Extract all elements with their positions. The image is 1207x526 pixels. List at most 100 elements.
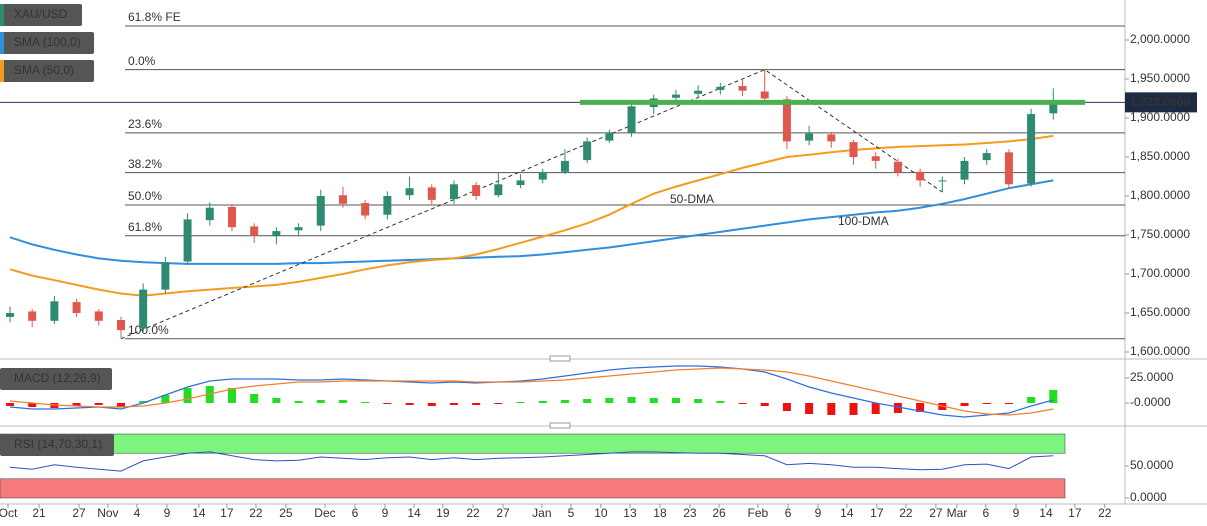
candle-body: [472, 185, 481, 197]
sma-line: [9, 179, 1054, 265]
y-tick-label: 1,750.0000: [1130, 227, 1190, 241]
macd-bar: [760, 403, 769, 406]
macd-bar: [1027, 397, 1036, 403]
macd-bar: [871, 403, 880, 414]
fib-label: 100.0%: [128, 323, 169, 337]
candle-body: [494, 184, 503, 196]
y-tick-label: 2,000.0000: [1130, 32, 1190, 46]
macd-bar: [361, 402, 370, 403]
y-tick-label: 1,700.0000: [1130, 266, 1190, 280]
candle-body: [383, 196, 392, 215]
macd-line: [9, 365, 1054, 418]
y-tick-label: 1,650.0000: [1130, 305, 1190, 319]
x-tick-label: Jan: [532, 506, 551, 520]
legend-label: SMA (50,0): [14, 63, 74, 77]
candle-body: [716, 86, 725, 90]
fib-label: 0.0%: [128, 54, 156, 68]
candle-body: [605, 133, 614, 141]
x-tick-label: 9: [164, 506, 171, 520]
candle-body: [294, 227, 303, 231]
x-tick-label: 14: [192, 506, 206, 520]
candle-body: [338, 195, 347, 204]
x-tick-label: 9: [382, 506, 389, 520]
legend-box: [0, 434, 114, 456]
candle-body: [694, 90, 703, 94]
candle-body: [871, 156, 880, 161]
macd-bar: [161, 395, 170, 403]
macd-bar: [183, 388, 192, 403]
y-tick-label: 50.0000: [1130, 458, 1174, 472]
candle-body: [139, 289, 148, 329]
candle-body: [183, 219, 192, 262]
x-tick-label: 22: [899, 506, 913, 520]
legend-swatch: [0, 4, 4, 26]
candle-body: [1027, 114, 1036, 184]
macd-bar: [716, 401, 725, 403]
candle-body: [1049, 102, 1058, 114]
macd-bar: [5, 403, 14, 406]
x-tick-label: 10: [594, 506, 608, 520]
candle-body: [227, 206, 236, 228]
trend-line: [120, 69, 943, 340]
x-tick-label: 19: [436, 506, 450, 520]
macd-bar: [627, 397, 636, 403]
last-price-box: [1125, 92, 1197, 113]
candle-body: [538, 172, 547, 180]
candle-body: [671, 94, 680, 98]
y-tick-label: 1,800.0000: [1130, 188, 1190, 202]
candle-body: [205, 207, 214, 221]
macd-bar: [250, 394, 259, 403]
candle-body: [982, 153, 991, 161]
candle-body: [405, 188, 414, 196]
legend-swatch: [0, 32, 4, 54]
y-tick-label: 1,850.0000: [1130, 149, 1190, 163]
rsi-band: [0, 433, 1066, 454]
candle-body: [849, 142, 858, 158]
candle-body: [250, 226, 259, 236]
rsi-band: [0, 478, 1066, 499]
legend-label: MACD (12,26,9): [14, 371, 101, 385]
macd-bar: [116, 403, 125, 407]
macd-bar: [583, 399, 592, 403]
macd-bar: [516, 402, 525, 403]
macd-bar: [916, 403, 925, 412]
y-tick-label: 1,900.0000: [1130, 110, 1190, 124]
x-tick-label: 22: [249, 506, 263, 520]
candle-body: [627, 106, 636, 133]
panel-handle[interactable]: [549, 422, 571, 429]
x-tick-label: 6: [785, 506, 792, 520]
x-tick-label: Oct: [0, 506, 18, 520]
macd-bar: [782, 403, 791, 411]
candle-body: [72, 302, 81, 313]
x-tick-label: 5: [568, 506, 575, 520]
x-tick-label: Nov: [97, 506, 118, 520]
candle-body: [116, 320, 125, 331]
macd-bar: [94, 403, 103, 405]
last-price-label: 1,920.0600: [1130, 95, 1190, 109]
fib-label: 61.8%: [128, 220, 162, 234]
candle-body: [94, 311, 103, 321]
macd-bar: [694, 399, 703, 403]
legend-box: [0, 60, 94, 82]
x-tick-label: 22: [466, 506, 480, 520]
sma50-annotation: 50-DMA: [670, 192, 714, 206]
x-tick-label: 23: [683, 506, 697, 520]
macd-bar: [738, 403, 747, 404]
macd-bar: [227, 388, 236, 403]
candle-body: [827, 134, 836, 142]
x-tick-label: 21: [32, 506, 46, 520]
fib-label: 50.0%: [128, 189, 162, 203]
macd-bar: [72, 403, 81, 406]
x-tick-label: 18: [653, 506, 667, 520]
macd-bar: [494, 403, 503, 404]
panel-handle[interactable]: [549, 355, 571, 362]
candle-body: [427, 187, 436, 200]
macd-bar: [849, 403, 858, 415]
macd-bar: [338, 400, 347, 403]
candle-body: [316, 196, 325, 226]
y-tick-label: 25.0000: [1130, 370, 1174, 384]
macd-bar: [405, 403, 414, 405]
candle-body: [960, 160, 969, 180]
macd-bar: [538, 401, 547, 403]
x-tick-label: 27: [72, 506, 86, 520]
